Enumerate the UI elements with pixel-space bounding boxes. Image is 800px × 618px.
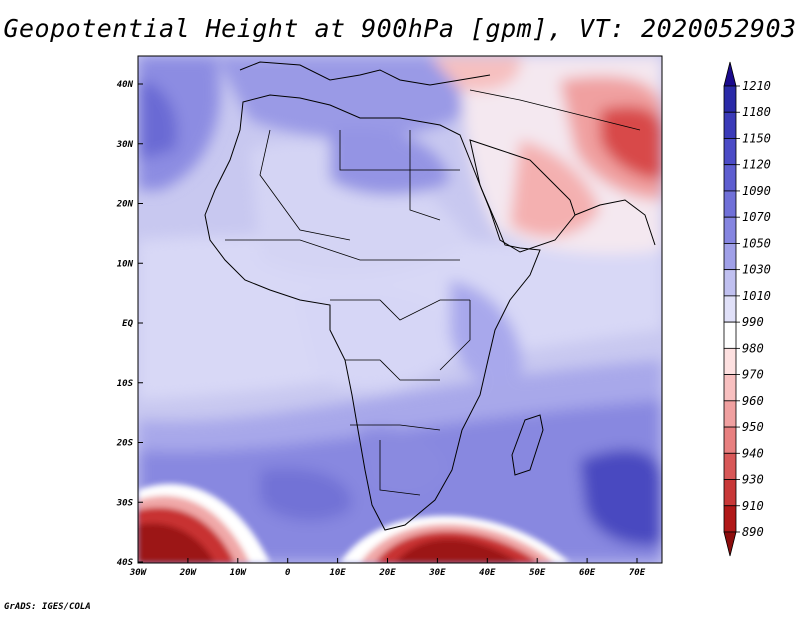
colorbar-swatch xyxy=(723,374,737,402)
colorbar-swatch xyxy=(723,452,737,480)
border-middle-east xyxy=(469,89,641,131)
colorbar-label: 890 xyxy=(742,525,764,539)
low-central-core xyxy=(395,538,520,563)
colorbar-swatch xyxy=(723,505,737,533)
border-central xyxy=(330,299,470,321)
colorbar-label: 910 xyxy=(742,499,764,513)
colorbar-swatch xyxy=(723,243,737,271)
lon-label: 60E xyxy=(579,568,596,578)
colorbar-top-arrow xyxy=(723,61,737,87)
lon-label: 30W xyxy=(129,568,148,578)
asia-coast xyxy=(574,199,656,246)
credit-label: GrADS: IGES/COLA xyxy=(4,602,91,612)
colorbar-label: 1180 xyxy=(742,105,771,119)
colorbar: 1210 1180 1150 1120 1090 1070 1050 1030 1010 990 9… xyxy=(723,61,771,557)
colorbar-swatch xyxy=(723,295,737,323)
field-turkey-warm xyxy=(430,56,521,91)
low-west-core xyxy=(138,523,215,563)
lon-label: 10E xyxy=(329,568,346,578)
lon-label: 50E xyxy=(529,568,546,578)
colorbar-label: 940 xyxy=(742,446,764,460)
colorbar-swatch xyxy=(723,138,737,166)
arabian-peninsula xyxy=(469,139,576,253)
colorbar-label: 1120 xyxy=(742,158,771,172)
lon-label: 10W xyxy=(230,568,248,578)
colorbar-label: 950 xyxy=(742,420,764,434)
colorbar-label: 990 xyxy=(742,315,764,329)
lat-label: 40N xyxy=(117,80,134,90)
field-east-africa xyxy=(450,280,522,387)
border-congo xyxy=(345,359,440,381)
border-south-1 xyxy=(350,424,441,431)
colorbar-swatch xyxy=(723,111,737,139)
lat-label: 30N xyxy=(116,140,134,150)
lat-label: 10N xyxy=(117,259,134,269)
border-south-2 xyxy=(379,440,421,496)
country-borders xyxy=(225,89,641,496)
border-east xyxy=(439,300,471,371)
colorbar-label: 1150 xyxy=(742,131,771,145)
colorbar-swatch xyxy=(723,164,737,192)
lat-label: 20S xyxy=(116,439,134,449)
field-atlantic-north-core xyxy=(138,80,178,160)
colorbar-label: 1030 xyxy=(742,263,771,277)
colorbar-label: 970 xyxy=(742,368,764,382)
colorbar-label: 1210 xyxy=(742,79,771,93)
colorbar-swatch xyxy=(723,321,737,349)
colorbar-swatch xyxy=(723,426,737,454)
colorbar-bottom-arrow xyxy=(723,531,737,557)
europe-coast xyxy=(239,61,491,86)
colorbar-label: 980 xyxy=(742,341,764,355)
madagascar xyxy=(511,414,544,476)
colorbar-label: 930 xyxy=(742,473,764,487)
field-south-africa xyxy=(360,427,445,494)
field-sahara-light xyxy=(250,141,470,278)
colorbar-swatch xyxy=(723,85,737,113)
field-south-atlantic-low xyxy=(260,468,352,521)
colorbar-swatch xyxy=(723,190,737,218)
lat-label: EQ xyxy=(122,319,133,329)
colorbar-swatch xyxy=(723,347,737,375)
colorbar-swatch xyxy=(723,269,737,297)
lon-label: 40E xyxy=(479,568,496,578)
colorbar-swatch xyxy=(723,479,737,507)
field-central-africa xyxy=(300,292,470,390)
lat-label: 30S xyxy=(116,498,134,508)
africa-coastline xyxy=(204,94,541,531)
colorbar-label: 1090 xyxy=(742,184,771,198)
lon-label: 0 xyxy=(285,568,291,578)
map-panel xyxy=(138,56,662,563)
colorbar-label: 1070 xyxy=(742,210,771,224)
coastlines xyxy=(204,61,656,531)
field-asia-core xyxy=(600,106,662,180)
southern-lows xyxy=(138,483,570,563)
lat-label: 40S xyxy=(117,558,134,568)
map-title: Geopotential Height at 900hPa [gpm], VT:… xyxy=(3,14,797,43)
colorbar-label: 960 xyxy=(742,394,764,408)
lat-label: 20N xyxy=(116,200,134,210)
lon-label: 30E xyxy=(428,568,446,578)
field-indian-high xyxy=(580,449,662,546)
colorbar-label: 1050 xyxy=(742,236,771,250)
lon-label: 20E xyxy=(378,568,396,578)
field-arabia-warm xyxy=(510,140,600,237)
border-egypt xyxy=(409,130,460,171)
border-sahara-1 xyxy=(259,129,351,241)
border-sahel xyxy=(225,239,460,261)
colorbar-swatch xyxy=(723,216,737,244)
field-north-africa xyxy=(215,56,470,139)
lon-label: 70E xyxy=(629,568,646,578)
field-shading xyxy=(138,56,662,563)
colorbar-swatch xyxy=(723,400,737,428)
colorbar-label: 1010 xyxy=(742,289,771,303)
field-libya-egypt xyxy=(330,127,450,195)
lat-label: 10S xyxy=(117,379,134,389)
map-frame xyxy=(137,55,663,564)
lon-label: 20W xyxy=(179,568,198,578)
